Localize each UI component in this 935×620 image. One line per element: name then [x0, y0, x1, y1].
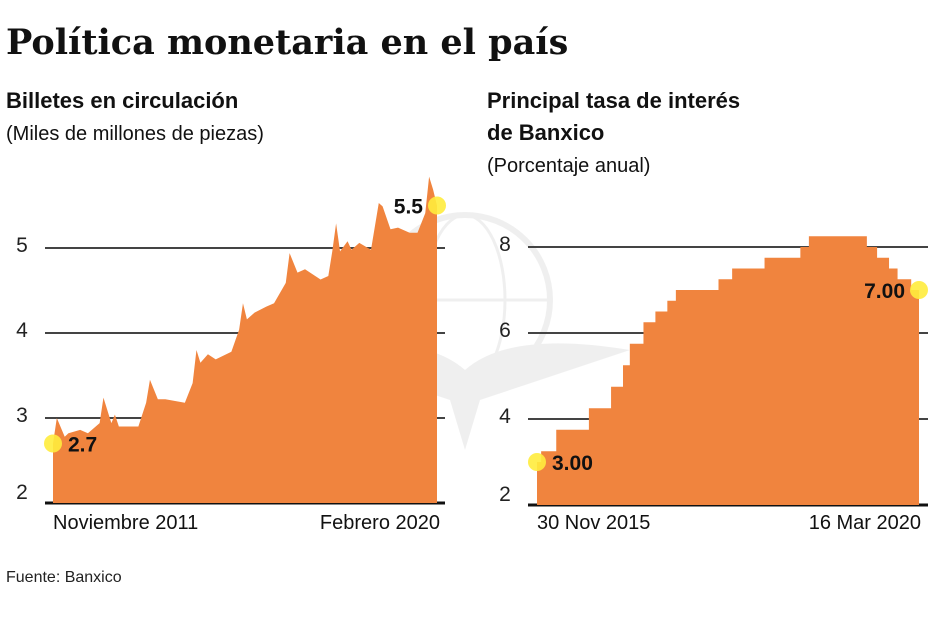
start-value-label: 2.7	[68, 434, 97, 457]
y-tick-label: 6	[499, 319, 511, 342]
end-value-label: 5.5	[394, 196, 424, 219]
y-tick-label: 2	[16, 481, 28, 504]
y-tick-label: 4	[16, 319, 28, 342]
end-value-dot	[428, 196, 446, 215]
right-chart-title-line2: de Banxico	[487, 120, 604, 145]
y-tick-label: 3	[16, 404, 28, 427]
y-tick-label: 2	[499, 483, 511, 506]
right-chart-title: Principal tasa de interés	[487, 88, 740, 113]
right-x-label-end: 16 Mar 2020	[809, 512, 921, 534]
start-value-dot	[528, 453, 546, 471]
y-tick-label: 5	[16, 234, 28, 257]
y-tick-label: 4	[499, 405, 511, 428]
left-x-label-start: Noviembre 2011	[53, 512, 198, 534]
end-value-dot	[910, 281, 928, 299]
end-value-label: 7.00	[864, 280, 905, 303]
start-value-label: 3.00	[552, 452, 593, 475]
series-area	[53, 176, 437, 503]
right-x-label-start: 30 Nov 2015	[537, 512, 650, 534]
left-x-label-end: Febrero 2020	[320, 512, 440, 534]
series-area	[537, 236, 919, 505]
left-chart-title: Billetes en circulación	[6, 88, 238, 113]
source-note: Fuente: Banxico	[6, 569, 122, 586]
right-chart-subtitle: (Porcentaje anual)	[487, 155, 650, 177]
start-value-dot	[44, 434, 62, 453]
left-chart-subtitle: (Miles de millones de piezas)	[6, 123, 264, 145]
page-title: Política monetaria en el país	[6, 22, 568, 63]
y-tick-label: 8	[499, 233, 511, 256]
